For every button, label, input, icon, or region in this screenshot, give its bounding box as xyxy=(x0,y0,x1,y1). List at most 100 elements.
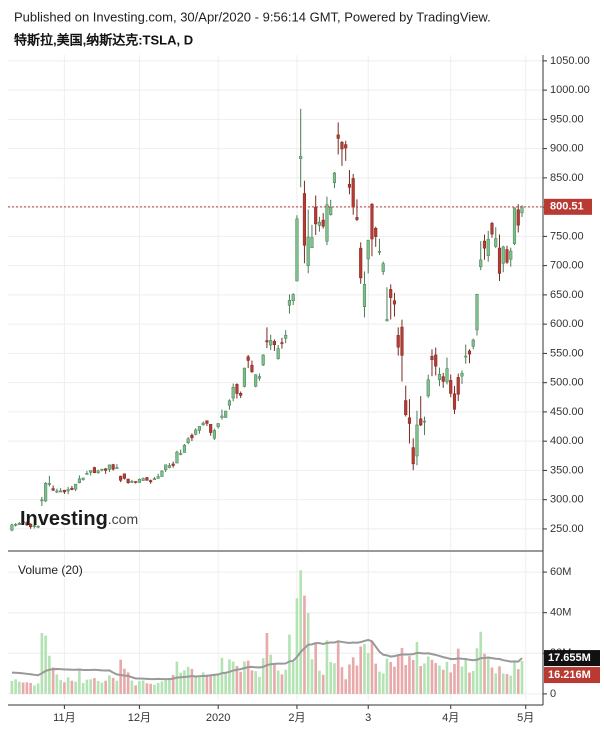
candle-body xyxy=(460,372,464,377)
volume-bar xyxy=(501,673,505,694)
candle-body xyxy=(280,342,284,344)
volume-bar xyxy=(145,683,149,694)
volume-bar xyxy=(224,673,227,694)
candle-body xyxy=(197,426,201,431)
volume-bar xyxy=(235,665,239,694)
volume-bar xyxy=(426,656,430,694)
volume-bar xyxy=(348,664,351,694)
candle-body xyxy=(295,218,299,282)
volume-bar xyxy=(381,673,385,694)
candle-body xyxy=(404,400,408,416)
candle-body xyxy=(276,348,280,359)
volume-bar xyxy=(51,667,55,694)
candle-body xyxy=(21,521,25,523)
candle-body xyxy=(122,473,126,479)
y-tick-label: 350.00 xyxy=(550,464,584,476)
volume-bar xyxy=(441,669,445,694)
candle-body xyxy=(490,223,494,235)
candle-body xyxy=(370,203,374,240)
candle-body xyxy=(362,284,367,307)
last-price-box xyxy=(544,198,592,215)
volume-bar xyxy=(134,685,137,694)
logo-suffix: .com xyxy=(108,511,138,527)
volume-bar xyxy=(520,660,524,694)
y-tick-label: 650.00 xyxy=(550,289,584,301)
volume-bar xyxy=(36,683,40,694)
candle-body xyxy=(392,300,397,305)
y-tick-label: 300.00 xyxy=(550,494,584,506)
volume-bar xyxy=(141,680,145,694)
candle-body xyxy=(104,468,108,471)
candle-body xyxy=(317,221,322,226)
candle-body xyxy=(70,487,74,490)
x-tick-label: 2020 xyxy=(206,712,230,724)
candle-body xyxy=(130,481,134,483)
candle-body xyxy=(430,355,434,360)
y-tick-label: 60M xyxy=(550,566,571,578)
candle-body xyxy=(325,204,329,242)
volume-bar xyxy=(243,661,246,694)
plot: 250.00 300.00 350.00 400.00 450.00 500.00 550.… xyxy=(8,55,600,724)
volume-bar xyxy=(393,666,396,694)
candle-body xyxy=(351,178,355,208)
y-tick-label: 500.00 xyxy=(550,377,584,389)
candle-body xyxy=(134,481,138,483)
volume-bar xyxy=(130,680,134,694)
volume-bar xyxy=(483,653,486,694)
y-tick-label: 700.00 xyxy=(550,260,584,272)
candle-body xyxy=(164,464,168,471)
volume-bar xyxy=(310,659,314,694)
candle-body xyxy=(44,482,48,502)
candle-body xyxy=(224,410,228,418)
volume-bar xyxy=(269,654,272,694)
candle-body xyxy=(17,522,21,525)
candle-body xyxy=(59,490,63,493)
x-tick-label: 4月 xyxy=(442,712,459,724)
candle-body xyxy=(359,247,363,279)
volume-bar xyxy=(190,668,194,694)
candle-body xyxy=(441,376,445,382)
volume-bar xyxy=(419,666,423,694)
volume-bar xyxy=(246,660,250,694)
volume-bar xyxy=(333,663,336,694)
volume-bar xyxy=(288,634,291,694)
ma-last-box xyxy=(544,650,600,667)
logo-main: Investing xyxy=(20,508,108,530)
volume-bar xyxy=(119,659,122,694)
y-tick-label: 950.00 xyxy=(550,113,584,125)
candle-body xyxy=(74,483,78,490)
volume-bar xyxy=(486,657,490,694)
volume-bar xyxy=(29,682,32,694)
candle-body xyxy=(96,470,100,473)
candle-body xyxy=(452,393,457,410)
y-tick-label: 0 xyxy=(550,688,556,700)
y-tick-label: 450.00 xyxy=(550,406,584,418)
candle-body xyxy=(254,374,258,387)
candle-body xyxy=(179,453,183,455)
candle-body xyxy=(62,489,66,493)
y-tick-label: 750.00 xyxy=(550,230,584,242)
candle-body xyxy=(190,434,194,439)
candle-body xyxy=(374,228,378,237)
candle-body xyxy=(479,259,483,268)
candle-body xyxy=(47,483,51,485)
candle-body xyxy=(422,420,427,423)
candle-body xyxy=(449,380,453,394)
volume-bar xyxy=(513,660,516,694)
volume-bar xyxy=(164,678,167,694)
candle-body xyxy=(156,476,160,479)
volume-bar xyxy=(100,682,104,694)
volume-bar xyxy=(63,682,66,694)
volume-bar xyxy=(509,675,513,694)
volume-bar xyxy=(321,674,325,694)
candle-body xyxy=(265,340,269,343)
volume-bar xyxy=(370,641,374,694)
volume-bar xyxy=(44,635,47,694)
candle-body xyxy=(509,250,513,260)
y-tick-label: 900.00 xyxy=(550,143,584,155)
volume-bar xyxy=(258,676,261,694)
candle-body xyxy=(111,464,115,470)
candle-body xyxy=(212,430,216,439)
candle-body xyxy=(385,319,389,322)
